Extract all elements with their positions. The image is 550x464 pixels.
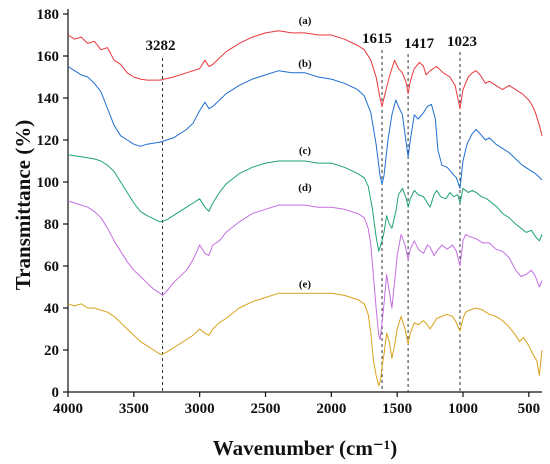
x-tick-label: 1500 <box>382 401 412 417</box>
y-tick-label: 100 <box>37 175 60 191</box>
series-e-label: (e) <box>299 278 312 290</box>
y-axis-title: Transmittance (%) <box>11 120 35 291</box>
axes-group: 0 20 40 60 80 100 120 140 160 180 4000 3500 3000 2500… <box>37 7 542 417</box>
x-tick-label: 3000 <box>185 401 215 417</box>
x-tick-label: 4000 <box>53 401 83 417</box>
y-tick-label: 160 <box>37 49 60 65</box>
series-a-label: (a) <box>299 15 312 27</box>
series-group <box>67 30 543 387</box>
y-tick-label: 180 <box>37 7 60 23</box>
series-e-line <box>67 292 543 387</box>
x-tick-label: 3500 <box>119 401 149 417</box>
peak-marker-label: 3282 <box>146 38 176 54</box>
series-d-label: (d) <box>298 182 312 194</box>
x-tick-label: 500 <box>518 401 541 417</box>
series-c-label: (c) <box>299 145 312 157</box>
x-axis-title: Wavenumber (cm⁻¹) <box>213 436 397 460</box>
y-tick-label: 0 <box>52 385 60 401</box>
peak-marker-label: 1615 <box>362 31 392 47</box>
x-tick-label: 2500 <box>251 401 281 417</box>
peak-markers-group: 3282 1615 1417 1023 <box>146 31 477 392</box>
y-tick-label: 80 <box>44 217 59 233</box>
y-tick-label: 60 <box>44 259 59 275</box>
series-a-line <box>67 30 543 136</box>
series-b-label: (b) <box>298 58 312 70</box>
y-tick-label: 120 <box>37 133 60 149</box>
peak-marker-label: 1417 <box>404 36 435 52</box>
y-tick-label: 140 <box>37 91 60 107</box>
x-tick-label: 1000 <box>448 401 478 417</box>
x-tick-label: 2000 <box>316 401 346 417</box>
y-tick-label: 40 <box>44 301 59 317</box>
y-tick-label: 20 <box>44 343 59 359</box>
series-b-line <box>67 66 543 189</box>
series-d-line <box>67 200 543 340</box>
series-labels-group: (a) (b) (c) (d) (e) <box>298 15 312 290</box>
peak-marker-label: 1023 <box>447 34 477 50</box>
series-c-line <box>67 154 543 252</box>
